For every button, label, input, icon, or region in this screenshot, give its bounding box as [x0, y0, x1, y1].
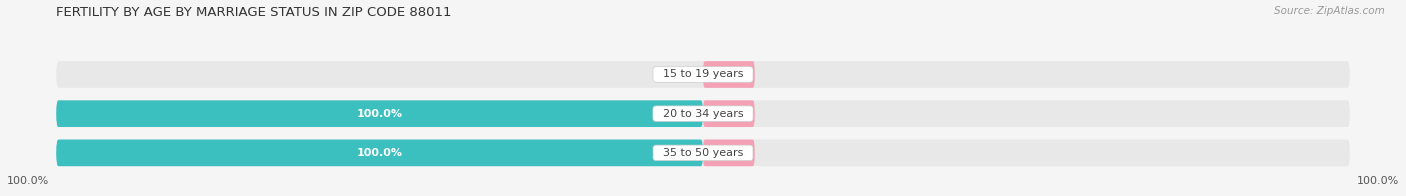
Text: 35 to 50 years: 35 to 50 years [655, 148, 751, 158]
FancyBboxPatch shape [703, 61, 755, 88]
Text: 100.0%: 100.0% [357, 148, 402, 158]
Text: 0.0%: 0.0% [723, 69, 751, 80]
Text: FERTILITY BY AGE BY MARRIAGE STATUS IN ZIP CODE 88011: FERTILITY BY AGE BY MARRIAGE STATUS IN Z… [56, 6, 451, 19]
FancyBboxPatch shape [703, 100, 755, 127]
FancyBboxPatch shape [56, 100, 1350, 127]
Text: 100.0%: 100.0% [7, 176, 49, 186]
FancyBboxPatch shape [56, 61, 1350, 88]
FancyBboxPatch shape [56, 140, 703, 166]
FancyBboxPatch shape [703, 140, 755, 166]
Text: 0.0%: 0.0% [723, 148, 751, 158]
Text: 20 to 34 years: 20 to 34 years [655, 109, 751, 119]
Text: 15 to 19 years: 15 to 19 years [655, 69, 751, 80]
Text: Source: ZipAtlas.com: Source: ZipAtlas.com [1274, 6, 1385, 16]
Text: 100.0%: 100.0% [1357, 176, 1399, 186]
Text: 100.0%: 100.0% [357, 109, 402, 119]
Text: 0.0%: 0.0% [723, 109, 751, 119]
Text: 0.0%: 0.0% [655, 69, 683, 80]
FancyBboxPatch shape [56, 100, 703, 127]
FancyBboxPatch shape [56, 140, 1350, 166]
